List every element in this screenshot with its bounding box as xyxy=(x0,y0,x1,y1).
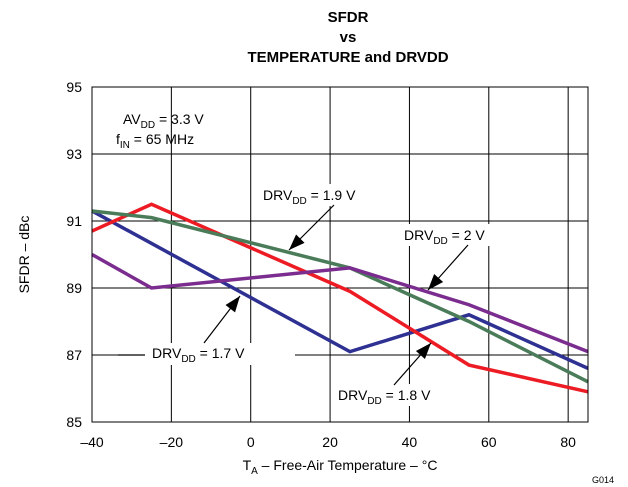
y-tick-label: 91 xyxy=(66,213,82,229)
callout-background xyxy=(256,184,394,206)
callout-background xyxy=(398,224,524,246)
x-tick-labels: –40 –20 0 20 40 60 80 xyxy=(80,434,576,450)
y-tick-labels: 85 87 89 91 93 95 xyxy=(66,79,82,430)
x-tick-label: 0 xyxy=(247,434,255,450)
chart-title-line-3: TEMPERATURE and DRVDD xyxy=(247,49,448,66)
y-tick-label: 85 xyxy=(66,414,82,430)
chart-title-line-1: SFDR xyxy=(328,9,369,26)
condition-label: fIN = 65 MHz xyxy=(116,131,194,151)
x-axis-label-main: T xyxy=(243,457,252,473)
figure-id: G014 xyxy=(592,475,614,485)
callout-arrowhead xyxy=(428,274,444,290)
series-line-drvdd-1-8v xyxy=(91,202,589,394)
y-tick-label: 93 xyxy=(66,146,82,162)
series-label: DRVDD = 1.9 V xyxy=(263,187,356,207)
x-tick-label: 80 xyxy=(560,434,576,450)
callout-arrowhead xyxy=(289,234,305,250)
y-tick-label: 89 xyxy=(66,280,82,296)
x-tick-label: –20 xyxy=(160,434,184,450)
callout-background xyxy=(145,343,295,365)
x-axis-label-rest: – Free-Air Temperature – °C xyxy=(258,457,438,473)
x-tick-label: 40 xyxy=(402,434,418,450)
y-tick-label: 95 xyxy=(66,79,82,95)
y-tick-label: 87 xyxy=(66,347,82,363)
x-axis-label: TA – Free-Air Temperature – °C xyxy=(243,457,438,477)
chart-title-line-2: vs xyxy=(340,29,357,46)
callout-arrowhead xyxy=(225,296,240,313)
x-axis-label-sub: A xyxy=(251,466,258,477)
y-axis-label: SFDR – dBc xyxy=(16,216,32,294)
x-tick-label: –40 xyxy=(80,434,104,450)
condition-label: AVDD = 3.3 V xyxy=(123,111,204,131)
series-label: DRVDD = 1.8 V xyxy=(338,387,431,407)
x-tick-label: 60 xyxy=(481,434,497,450)
series-line-drvdd-2v xyxy=(91,252,589,354)
series-label: DRVDD = 1.7 V xyxy=(152,345,245,365)
series-lines xyxy=(91,202,589,394)
x-tick-label: 20 xyxy=(322,434,338,450)
plot-frame xyxy=(91,86,589,423)
series-label: DRVDD = 2 V xyxy=(404,227,485,247)
series-callouts: DRVDD = 1.7 V DRVDD = 1.8 V DRVDD = 1.9 V D… xyxy=(118,184,524,407)
callout-background xyxy=(332,384,470,406)
callout-arrowhead xyxy=(415,343,431,359)
